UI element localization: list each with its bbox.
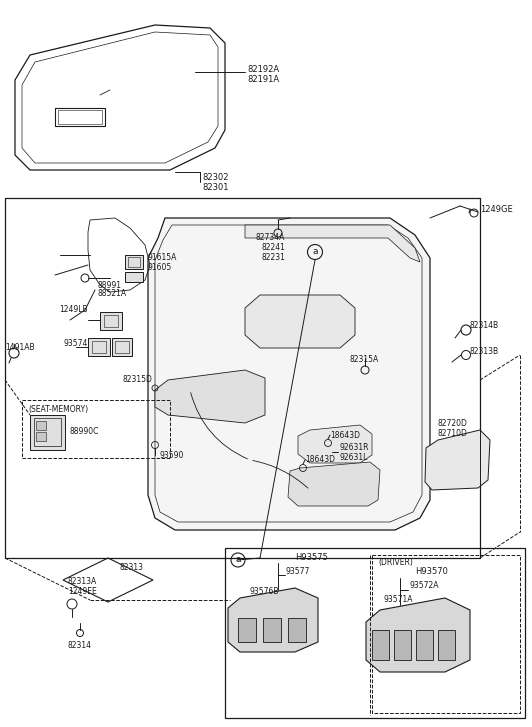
Text: 88521A: 88521A [97, 289, 126, 299]
Polygon shape [228, 588, 318, 652]
Text: 82313A: 82313A [68, 577, 97, 587]
Text: 82315A: 82315A [350, 356, 379, 364]
Text: 82231: 82231 [262, 252, 286, 262]
Bar [58, 110, 102, 124]
Polygon shape [148, 218, 430, 530]
Bar [112, 338, 132, 356]
Text: 93576B: 93576B [250, 587, 279, 595]
Bar [263, 618, 281, 642]
Bar [34, 418, 61, 446]
Text: 93572A: 93572A [410, 580, 439, 590]
Text: 92631R: 92631R [340, 443, 370, 452]
Text: 88990C: 88990C [70, 427, 99, 435]
Text: 1249EE: 1249EE [68, 587, 97, 596]
Bar [92, 341, 106, 353]
Bar [128, 257, 140, 267]
Text: 82710D: 82710D [437, 428, 467, 438]
Bar [55, 108, 105, 126]
Text: 82191A: 82191A [247, 74, 279, 84]
Bar [104, 315, 118, 327]
Text: 82313B: 82313B [470, 348, 499, 356]
Bar [225, 548, 525, 718]
Bar [100, 312, 122, 330]
Polygon shape [288, 462, 380, 506]
Text: 18643D: 18643D [305, 456, 335, 465]
Polygon shape [245, 225, 420, 262]
Bar [36, 421, 46, 430]
Text: 82192A: 82192A [247, 65, 279, 73]
Bar [125, 255, 143, 269]
Text: 82720D: 82720D [437, 419, 467, 427]
Text: 93577: 93577 [286, 566, 310, 576]
Bar [238, 618, 256, 642]
Bar [115, 341, 129, 353]
Bar [288, 618, 306, 642]
Text: 82314B: 82314B [470, 321, 499, 329]
Text: (SEAT-MEMORY): (SEAT-MEMORY) [28, 405, 88, 414]
Bar [125, 272, 143, 282]
Bar [30, 415, 65, 450]
Text: a: a [312, 247, 318, 257]
Text: 93574: 93574 [63, 340, 87, 348]
Polygon shape [366, 598, 470, 672]
Bar [372, 555, 520, 713]
Bar [372, 630, 389, 660]
Text: 18643D: 18643D [330, 430, 360, 440]
Text: 1249LB: 1249LB [60, 305, 88, 315]
Bar [394, 630, 411, 660]
Polygon shape [298, 425, 372, 463]
Bar [416, 630, 433, 660]
Polygon shape [155, 370, 265, 423]
Text: 82314: 82314 [68, 640, 92, 649]
Polygon shape [425, 430, 490, 490]
Text: 1491AB: 1491AB [5, 343, 35, 353]
Bar [88, 338, 110, 356]
Text: 93590: 93590 [160, 451, 185, 459]
Text: 82315D: 82315D [122, 376, 152, 385]
Text: 82302: 82302 [202, 174, 229, 182]
Text: 82241: 82241 [262, 244, 286, 252]
Bar [5, 198, 480, 558]
Bar [438, 630, 455, 660]
Polygon shape [245, 295, 355, 348]
Text: 1249GE: 1249GE [480, 206, 513, 214]
Text: 93571A: 93571A [383, 595, 412, 604]
Bar [22, 400, 170, 458]
Text: 91605: 91605 [147, 263, 171, 273]
Text: 92631L: 92631L [340, 452, 368, 462]
Text: 82734A: 82734A [255, 233, 285, 243]
Text: 91615A: 91615A [147, 254, 177, 262]
Text: 82313: 82313 [120, 563, 144, 571]
Text: 82301: 82301 [202, 183, 229, 193]
Bar [36, 432, 46, 441]
Text: H93575: H93575 [295, 553, 328, 563]
Text: H93570: H93570 [415, 568, 448, 577]
Text: (DRIVER): (DRIVER) [378, 558, 413, 566]
Text: 88991: 88991 [97, 281, 121, 289]
Text: a: a [235, 555, 241, 564]
